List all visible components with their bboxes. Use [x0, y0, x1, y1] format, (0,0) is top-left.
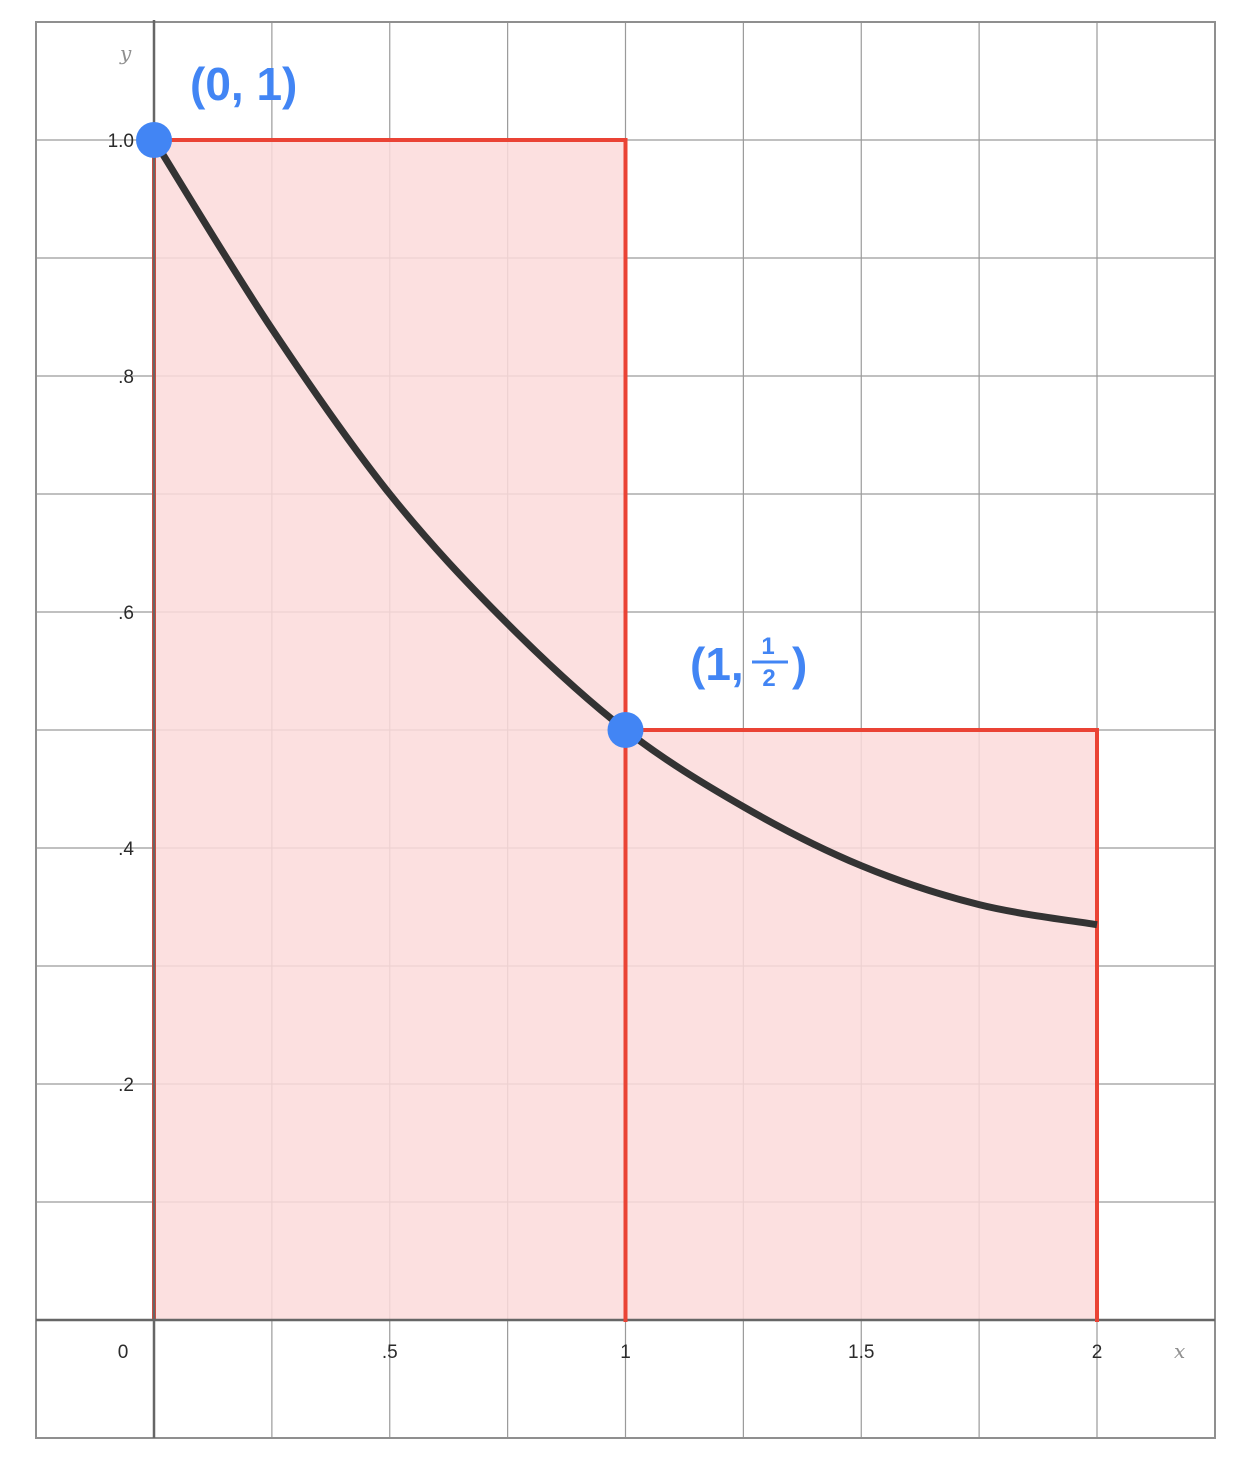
- x-tick-label: 0: [118, 1342, 129, 1363]
- rectangle-fill: [625, 730, 1097, 1320]
- fraction-denominator: 2: [762, 665, 775, 692]
- fraction-numerator: 1: [761, 633, 774, 660]
- rectangle-fill: [154, 140, 626, 1320]
- x-axis-label: x: [1174, 1339, 1185, 1363]
- riemann-rectangles: [152, 138, 1099, 1320]
- function-curve: [151, 138, 1098, 929]
- rectangle-outline: [623, 728, 1099, 1320]
- y-axis-label: y: [119, 41, 132, 65]
- x-tick-label: 2: [1092, 1342, 1103, 1363]
- x-tick-label: 1: [620, 1342, 631, 1363]
- axes: [36, 20, 1215, 1438]
- point-label: (1,: [690, 638, 744, 690]
- x-tick-label: 1.5: [848, 1342, 874, 1363]
- plot-frame: [35, 21, 1216, 1439]
- tick-labels: 0 .5 1 1.5 2 .2 .4 .6 .8 1.0: [108, 131, 1103, 1363]
- point-marker: [607, 712, 644, 748]
- point-marker: [136, 122, 172, 158]
- highlighted-points: (0, 1) (1, 1 2): [136, 58, 807, 748]
- y-tick-label: .4: [118, 839, 134, 860]
- point-label-close: ): [792, 638, 807, 690]
- curve-path: [151, 138, 1098, 929]
- y-tick-label: .2: [118, 1075, 134, 1096]
- y-tick-label: .8: [118, 367, 134, 388]
- y-tick-label: .6: [118, 603, 134, 624]
- point-label: (0, 1): [190, 58, 297, 110]
- x-tick-label: .5: [382, 1342, 398, 1363]
- y-tick-label: 1.0: [108, 131, 134, 152]
